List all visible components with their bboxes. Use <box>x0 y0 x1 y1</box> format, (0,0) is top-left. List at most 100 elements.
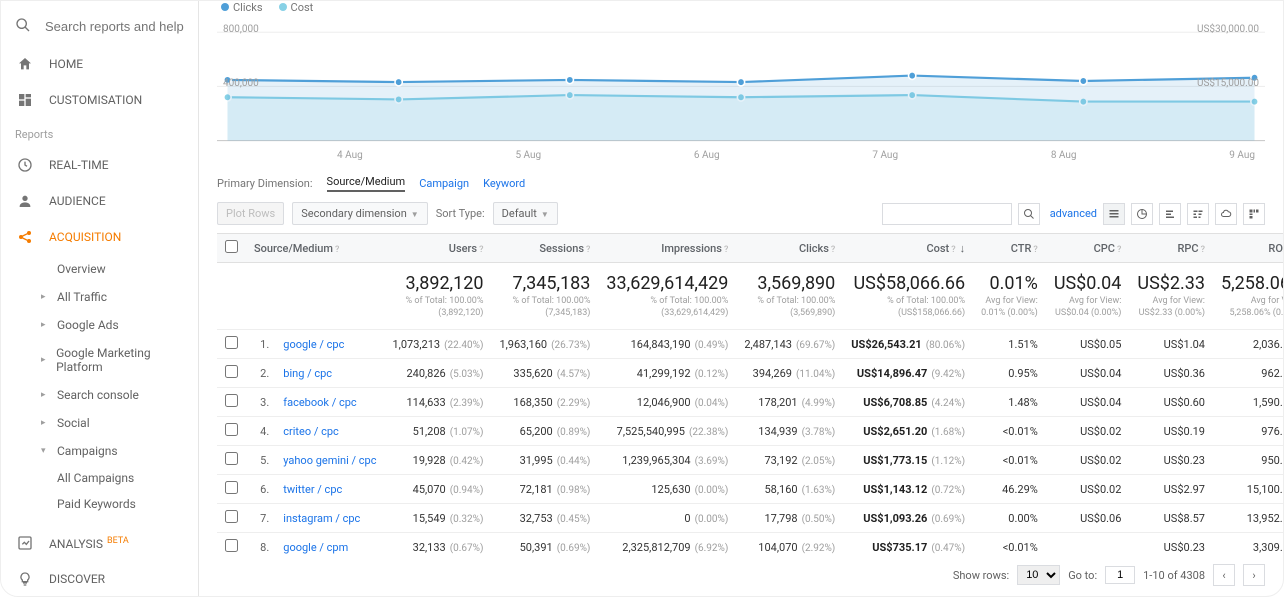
dim-alt[interactable]: Keyword <box>483 177 525 190</box>
search-input[interactable] <box>45 19 184 34</box>
sessions-cell: 32,753(0.45%) <box>491 504 598 533</box>
y-axis-label: US$30,000.00 <box>1197 24 1259 35</box>
users-cell: 51,208(1.07%) <box>384 417 491 446</box>
col-cpc[interactable]: CPC? <box>1046 234 1130 263</box>
row-checkbox[interactable] <box>225 510 238 523</box>
source-link[interactable]: facebook / cpc <box>283 396 356 409</box>
impressions-cell: 0(0.00%) <box>598 504 736 533</box>
source-link[interactable]: google / cpc <box>283 338 344 351</box>
select-all-header[interactable] <box>217 234 246 263</box>
col-impressions[interactable]: Impressions? <box>598 234 736 263</box>
row-checkbox[interactable] <box>225 481 238 494</box>
roas-cell: 950.60% <box>1213 446 1283 475</box>
impressions-cell: 41,299,192(0.12%) <box>598 359 736 388</box>
impressions-cell: 1,239,965,304(3.69%) <box>598 446 736 475</box>
row-checkbox[interactable] <box>225 423 238 436</box>
sessions-cell: 50,391(0.69%) <box>491 533 598 554</box>
view-comparison-icon[interactable] <box>1187 203 1209 225</box>
controls-row: Plot Rows Secondary dimension Sort Type:… <box>199 198 1283 233</box>
nav-audience[interactable]: AUDIENCE <box>1 183 198 219</box>
sub-gmp[interactable]: ▸Google Marketing Platform <box>1 339 198 381</box>
x-axis-labels: 4 Aug5 Aug6 Aug7 Aug8 Aug9 Aug <box>217 146 1265 161</box>
col-source[interactable]: Source/Medium? <box>246 234 384 263</box>
plot-rows-button[interactable]: Plot Rows <box>217 202 284 225</box>
row-checkbox[interactable] <box>225 365 238 378</box>
sub-paid-keywords[interactable]: Paid Keywords <box>1 491 198 517</box>
analysis-icon <box>15 535 35 551</box>
col-clicks[interactable]: Clicks? <box>736 234 843 263</box>
source-link[interactable]: instagram / cpc <box>283 512 360 525</box>
next-page-button[interactable]: › <box>1243 564 1265 586</box>
select-all-checkbox[interactable] <box>225 240 238 253</box>
share-icon <box>15 229 35 245</box>
row-checkbox[interactable] <box>225 336 238 349</box>
nav-acquisition[interactable]: ACQUISITION <box>1 219 198 255</box>
col-roas[interactable]: ROAS? <box>1213 234 1283 263</box>
source-link[interactable]: twitter / cpc <box>283 483 342 496</box>
col-rpc[interactable]: RPC? <box>1129 234 1213 263</box>
sub-all-campaigns[interactable]: All Campaigns <box>1 465 198 491</box>
source-cell: bing / cpc <box>275 359 384 388</box>
row-checkbox[interactable] <box>225 539 238 552</box>
prev-page-button[interactable]: ‹ <box>1213 564 1235 586</box>
source-link[interactable]: bing / cpc <box>283 367 332 380</box>
y-axis-label: 800,000 <box>223 24 259 35</box>
clicks-cell: 2,487,143(69.67%) <box>736 330 843 359</box>
pager: Show rows: 10 Go to: 1-10 of 4308 ‹ › <box>199 554 1283 596</box>
cost-cell: US$1,093.26(0.69%) <box>843 504 973 533</box>
line-chart: 800,000 400,000 US$30,000.00 US$15,000.0… <box>217 16 1265 146</box>
rpc-cell: US$0.19 <box>1129 417 1213 446</box>
summary-row: 3,892,120% of Total: 100.00%(3,892,120) … <box>217 263 1283 330</box>
cpc-cell: US$0.06 <box>1046 504 1130 533</box>
secondary-dimension-button[interactable]: Secondary dimension <box>292 202 427 225</box>
source-cell: instagram / cpc <box>275 504 384 533</box>
advanced-link[interactable]: advanced <box>1050 207 1097 220</box>
sub-search-console[interactable]: ▸Search console <box>1 381 198 409</box>
row-index: 5. <box>246 446 275 475</box>
source-link[interactable]: criteo / cpc <box>283 425 339 438</box>
col-users[interactable]: Users? <box>384 234 491 263</box>
nav-home[interactable]: HOME <box>1 46 198 82</box>
goto-input[interactable] <box>1105 566 1135 584</box>
source-link[interactable]: google / cpm <box>283 541 348 554</box>
roas-cell: 15,100.48% <box>1213 475 1283 504</box>
nav-discover[interactable]: DISCOVER <box>1 561 198 597</box>
col-sessions[interactable]: Sessions? <box>491 234 598 263</box>
nav-realtime[interactable]: REAL-TIME <box>1 147 198 183</box>
rpc-cell: US$2.97 <box>1129 475 1213 504</box>
show-rows-select[interactable]: 10 <box>1017 565 1060 585</box>
row-checkbox[interactable] <box>225 452 238 465</box>
nav-customisation[interactable]: CUSTOMISATION <box>1 82 198 118</box>
view-cloud-icon[interactable] <box>1215 203 1237 225</box>
view-pie-icon[interactable] <box>1131 203 1153 225</box>
sub-social[interactable]: ▸Social <box>1 409 198 437</box>
impressions-cell: 7,525,540,995(22.38%) <box>598 417 736 446</box>
sessions-cell: 168,350(2.29%) <box>491 388 598 417</box>
sub-all-traffic[interactable]: ▸All Traffic <box>1 283 198 311</box>
cost-cell: US$1,773.15(1.12%) <box>843 446 973 475</box>
legend-item: Clicks <box>221 1 263 14</box>
table-search-input[interactable] <box>882 203 1012 225</box>
sub-campaigns[interactable]: ▾Campaigns <box>1 437 198 465</box>
sub-google-ads[interactable]: ▸Google Ads <box>1 311 198 339</box>
table-row: 8.google / cpm32,133(0.67%)50,391(0.69%)… <box>217 533 1283 554</box>
dim-alt[interactable]: Campaign <box>419 177 469 190</box>
sub-overview[interactable]: Overview <box>1 255 198 283</box>
sort-type-button[interactable]: Default <box>493 202 558 225</box>
view-pivot-icon[interactable] <box>1243 203 1265 225</box>
rpc-cell: US$8.57 <box>1129 504 1213 533</box>
col-cost[interactable]: Cost?↓ <box>843 234 973 263</box>
source-link[interactable]: yahoo gemini / cpc <box>283 454 376 467</box>
search-button[interactable] <box>1018 203 1040 225</box>
sidebar-search[interactable] <box>1 7 198 46</box>
nav-analysis[interactable]: ANALYSISBETA <box>1 525 198 561</box>
sessions-cell: 72,181(0.98%) <box>491 475 598 504</box>
row-index: 4. <box>246 417 275 446</box>
view-bar-icon[interactable] <box>1159 203 1181 225</box>
row-checkbox[interactable] <box>225 394 238 407</box>
nav-label: ANALYSISBETA <box>49 536 129 551</box>
col-ctr[interactable]: CTR? <box>973 234 1046 263</box>
dim-selected[interactable]: Source/Medium <box>327 175 406 192</box>
view-table-icon[interactable] <box>1103 203 1125 225</box>
rpc-cell: US$0.60 <box>1129 388 1213 417</box>
